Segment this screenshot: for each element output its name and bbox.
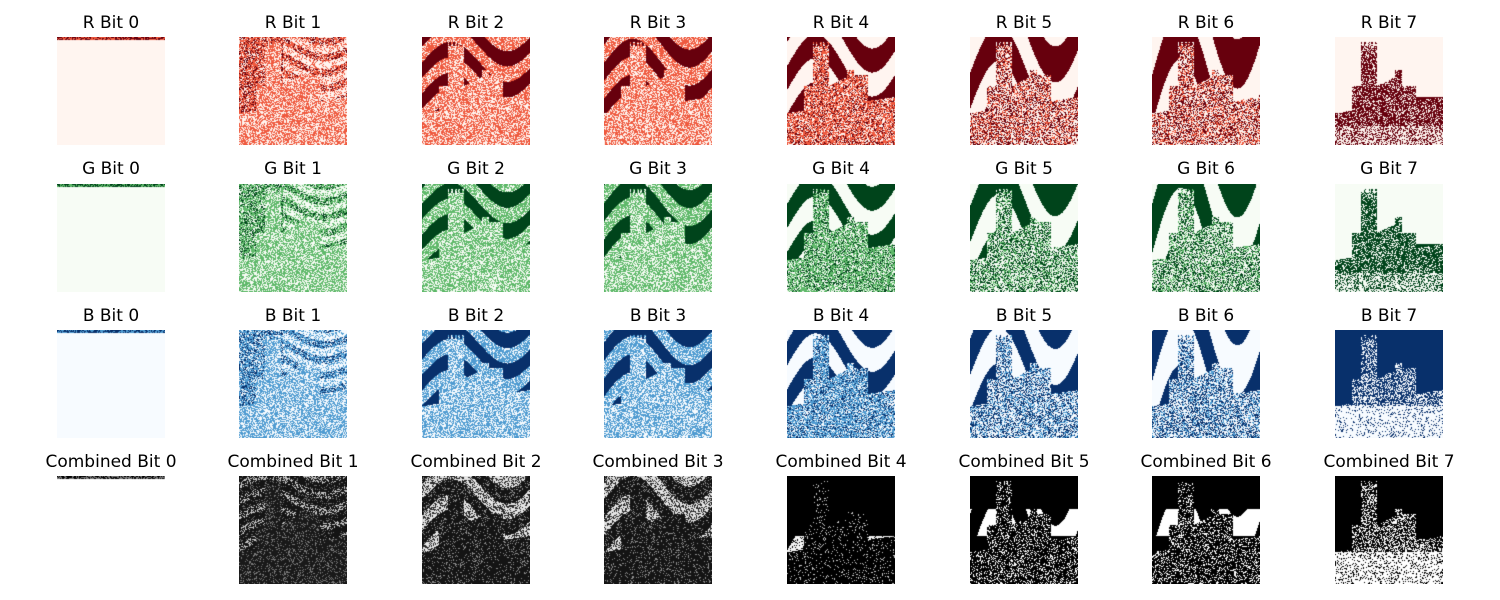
bit-plane-image <box>239 37 347 145</box>
bit-plane-image <box>239 476 347 584</box>
bit-plane-image <box>604 37 712 145</box>
panel-title: R Bit 6 <box>1177 13 1235 33</box>
bit-plane-image <box>422 37 530 145</box>
bit-plane-image <box>970 37 1078 145</box>
bit-plane-image <box>57 476 165 584</box>
panel-title: R Bit 1 <box>264 13 322 33</box>
bit-plane-image <box>422 330 530 438</box>
panel-title: G Bit 4 <box>812 159 870 179</box>
panel-title: R Bit 5 <box>995 13 1053 33</box>
panel-title: B Bit 7 <box>1360 306 1418 326</box>
bit-plane-image <box>422 476 530 584</box>
bit-plane-image <box>422 184 530 292</box>
bit-plane-image <box>239 184 347 292</box>
panel-title: R Bit 3 <box>629 13 687 33</box>
panel-title: B Bit 2 <box>447 306 505 326</box>
panel-title: Combined Bit 4 <box>775 452 907 472</box>
panel-title: G Bit 1 <box>264 159 322 179</box>
bit-plane-image <box>1335 184 1443 292</box>
bit-plane-image <box>970 184 1078 292</box>
bit-plane-image <box>1335 330 1443 438</box>
panel-title: B Bit 1 <box>264 306 322 326</box>
panel-title: G Bit 0 <box>82 159 140 179</box>
bit-plane-image <box>604 184 712 292</box>
bit-plane-image <box>1152 37 1260 145</box>
panel-title: R Bit 2 <box>447 13 505 33</box>
panel-title: G Bit 5 <box>995 159 1053 179</box>
panel-title: G Bit 6 <box>1177 159 1235 179</box>
panel-title: B Bit 0 <box>82 306 140 326</box>
panel-title: Combined Bit 1 <box>227 452 359 472</box>
bit-plane-image <box>1335 476 1443 584</box>
panel-title: B Bit 3 <box>629 306 687 326</box>
panel-title: R Bit 0 <box>82 13 140 33</box>
bit-plane-image <box>1152 330 1260 438</box>
bit-plane-image <box>1152 476 1260 584</box>
panel-title: G Bit 3 <box>629 159 687 179</box>
bit-plane-image <box>1152 184 1260 292</box>
bit-plane-image <box>604 476 712 584</box>
panel-title: R Bit 4 <box>812 13 870 33</box>
panel-title: Combined Bit 3 <box>592 452 724 472</box>
bit-plane-image <box>57 184 165 292</box>
bit-plane-image <box>787 184 895 292</box>
bit-plane-image <box>970 330 1078 438</box>
panel-title: G Bit 7 <box>1360 159 1418 179</box>
bit-plane-image <box>57 330 165 438</box>
bit-plane-image <box>604 330 712 438</box>
panel-title: B Bit 6 <box>1177 306 1235 326</box>
bit-plane-image <box>787 37 895 145</box>
bit-plane-image <box>787 476 895 584</box>
panel-title: Combined Bit 2 <box>410 452 542 472</box>
panel-title: Combined Bit 5 <box>958 452 1090 472</box>
panel-title: Combined Bit 7 <box>1323 452 1455 472</box>
panel-title: B Bit 5 <box>995 306 1053 326</box>
panel-title: G Bit 2 <box>447 159 505 179</box>
panel-title: Combined Bit 6 <box>1140 452 1272 472</box>
panel-title: R Bit 7 <box>1360 13 1418 33</box>
bit-plane-image <box>239 330 347 438</box>
panel-title: Combined Bit 0 <box>45 452 177 472</box>
panel-title: B Bit 4 <box>812 306 870 326</box>
bit-plane-image <box>57 37 165 145</box>
bit-plane-image <box>1335 37 1443 145</box>
bit-plane-image <box>787 330 895 438</box>
bit-plane-image <box>970 476 1078 584</box>
